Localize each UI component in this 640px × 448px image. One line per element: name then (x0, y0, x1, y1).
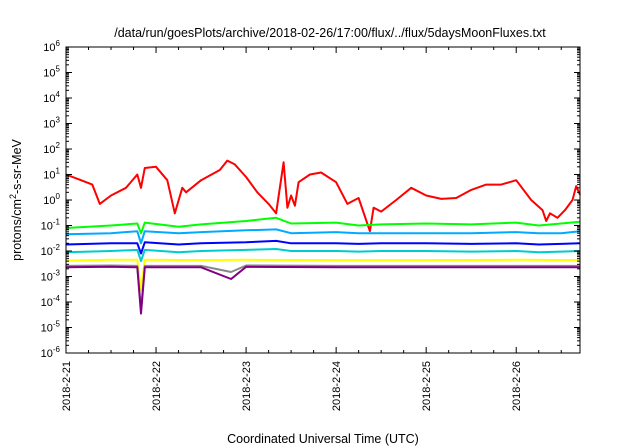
y-tick-label-base: 10 (41, 272, 53, 284)
y-tick-label: 10-6 (41, 345, 61, 360)
y-tick-label-base: 10 (41, 246, 53, 258)
y-tick-label: 105 (43, 65, 60, 80)
y-tick-label-base: 10 (43, 42, 55, 54)
y-tick-label-exponent: 0 (56, 192, 61, 201)
y-tick-label-exponent: -6 (53, 345, 61, 354)
y-tick-label: 10-2 (41, 243, 61, 258)
plot-frame (65, 46, 581, 354)
y-tick-label: 10-4 (41, 294, 61, 309)
series-line-8 (65, 265, 580, 315)
x-tick-label: 2018-2-23 (241, 361, 253, 411)
y-tick-label: 100 (43, 192, 60, 207)
y-axis-label-rest: -s-sr-MeV (10, 138, 24, 194)
y-tick-label-base: 10 (41, 221, 53, 233)
x-tick-label: 2018-2-24 (331, 361, 343, 411)
y-tick-label-exponent: 6 (56, 39, 61, 48)
series-line-3 (65, 228, 581, 245)
series-line-1 (65, 159, 581, 233)
y-tick-label-exponent: -3 (53, 269, 61, 278)
y-tick-label: 10-1 (41, 218, 61, 233)
y-tick-label: 102 (43, 141, 60, 156)
y-tick-label-base: 10 (41, 348, 53, 360)
y-tick-label-base: 10 (41, 297, 53, 309)
series-line-2 (65, 216, 581, 235)
y-tick-label-base: 10 (41, 323, 53, 335)
x-tick-label: 2018-2-21 (61, 361, 73, 411)
series-line-4 (65, 239, 581, 255)
series-line-5 (65, 248, 581, 263)
y-tick-label-exponent: -1 (53, 218, 61, 227)
y-axis-label-sup: 2 (8, 194, 18, 199)
x-tick-label: 2018-2-25 (421, 361, 433, 411)
y-tick-label-exponent: -2 (53, 243, 61, 252)
y-tick-label-base: 10 (43, 68, 55, 80)
ticks-layer: 10-610-510-410-310-210-11001011021031041… (41, 39, 580, 411)
series-line-7 (65, 264, 580, 311)
y-tick-label-base: 10 (43, 93, 55, 105)
series-line-6 (65, 258, 581, 291)
x-axis-label: Coordinated Universal Time (UTC) (227, 432, 419, 446)
y-axis-label-main: protons/cm (10, 199, 24, 261)
x-tick-label: 2018-2-22 (151, 361, 163, 411)
y-tick-label-exponent: 3 (56, 116, 61, 125)
y-tick-label-exponent: 2 (56, 141, 61, 150)
y-tick-label: 10-5 (41, 320, 61, 335)
y-tick-label-exponent: 5 (56, 65, 61, 74)
y-tick-label-base: 10 (43, 144, 55, 156)
y-tick-label-exponent: 4 (56, 90, 61, 99)
y-tick-label: 103 (43, 116, 60, 131)
y-tick-label-base: 10 (43, 170, 55, 182)
y-tick-label-exponent: 1 (56, 167, 61, 176)
y-tick-label: 101 (43, 167, 60, 182)
y-tick-label-base: 10 (43, 195, 55, 207)
y-tick-label-exponent: -4 (53, 294, 61, 303)
y-tick-label-exponent: -5 (53, 320, 61, 329)
y-tick-label: 104 (43, 90, 60, 105)
y-tick-label: 106 (43, 39, 60, 54)
x-tick-label: 2018-2-26 (511, 361, 523, 411)
chart-title: /data/run/goesPlots/archive/2018-02-26/1… (114, 26, 546, 40)
series-layer (65, 159, 581, 315)
y-axis-label: protons/cm2-s-sr-MeV (8, 138, 24, 260)
y-tick-label-base: 10 (43, 119, 55, 131)
y-tick-label: 10-3 (41, 269, 61, 284)
